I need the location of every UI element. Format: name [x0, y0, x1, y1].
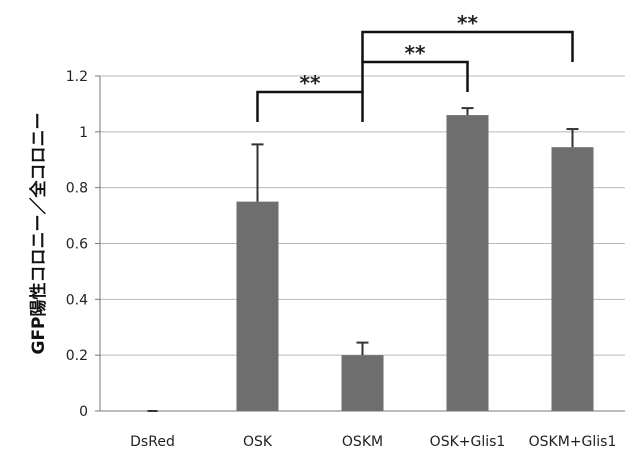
error-bar: [462, 108, 474, 115]
error-bars: [252, 108, 579, 355]
category-labels: DsRed OSK OSKM OSK+Glis1 OSKM+Glis1: [130, 434, 616, 450]
y-tick-label: 0.4: [66, 292, 88, 308]
y-tick-label: 1: [79, 125, 88, 141]
bars: [148, 115, 594, 411]
y-tick-label: 1.2: [66, 69, 88, 85]
category-label: OSK: [243, 434, 273, 450]
category-label: OSKM+Glis1: [529, 434, 617, 450]
bar: [447, 115, 489, 411]
y-tick-labels: 0 0.2 0.4 0.6 0.8 1 1.2: [66, 69, 88, 420]
bar: [552, 147, 594, 411]
category-label: DsRed: [130, 434, 175, 450]
significance-brackets: ** ** **: [258, 11, 573, 122]
significance-bracket: **: [363, 11, 573, 62]
category-label: OSK+Glis1: [430, 434, 506, 450]
significance-label: **: [405, 41, 426, 65]
significance-bracket: **: [363, 41, 468, 92]
significance-label: **: [457, 11, 478, 35]
error-bar: [252, 144, 264, 201]
y-tick-label: 0: [79, 404, 88, 420]
y-tick-label: 0.6: [66, 237, 88, 253]
y-axis-label: GFP陽性コロニー／全コロニー: [28, 112, 49, 354]
significance-label: **: [300, 71, 321, 95]
bar: [342, 355, 384, 411]
significance-bracket: **: [258, 71, 363, 122]
error-bar: [357, 343, 369, 356]
y-tick-label: 0.2: [66, 348, 88, 364]
y-tick-label: 0.8: [66, 181, 88, 197]
bar: [237, 202, 279, 411]
category-label: OSKM: [342, 434, 383, 450]
